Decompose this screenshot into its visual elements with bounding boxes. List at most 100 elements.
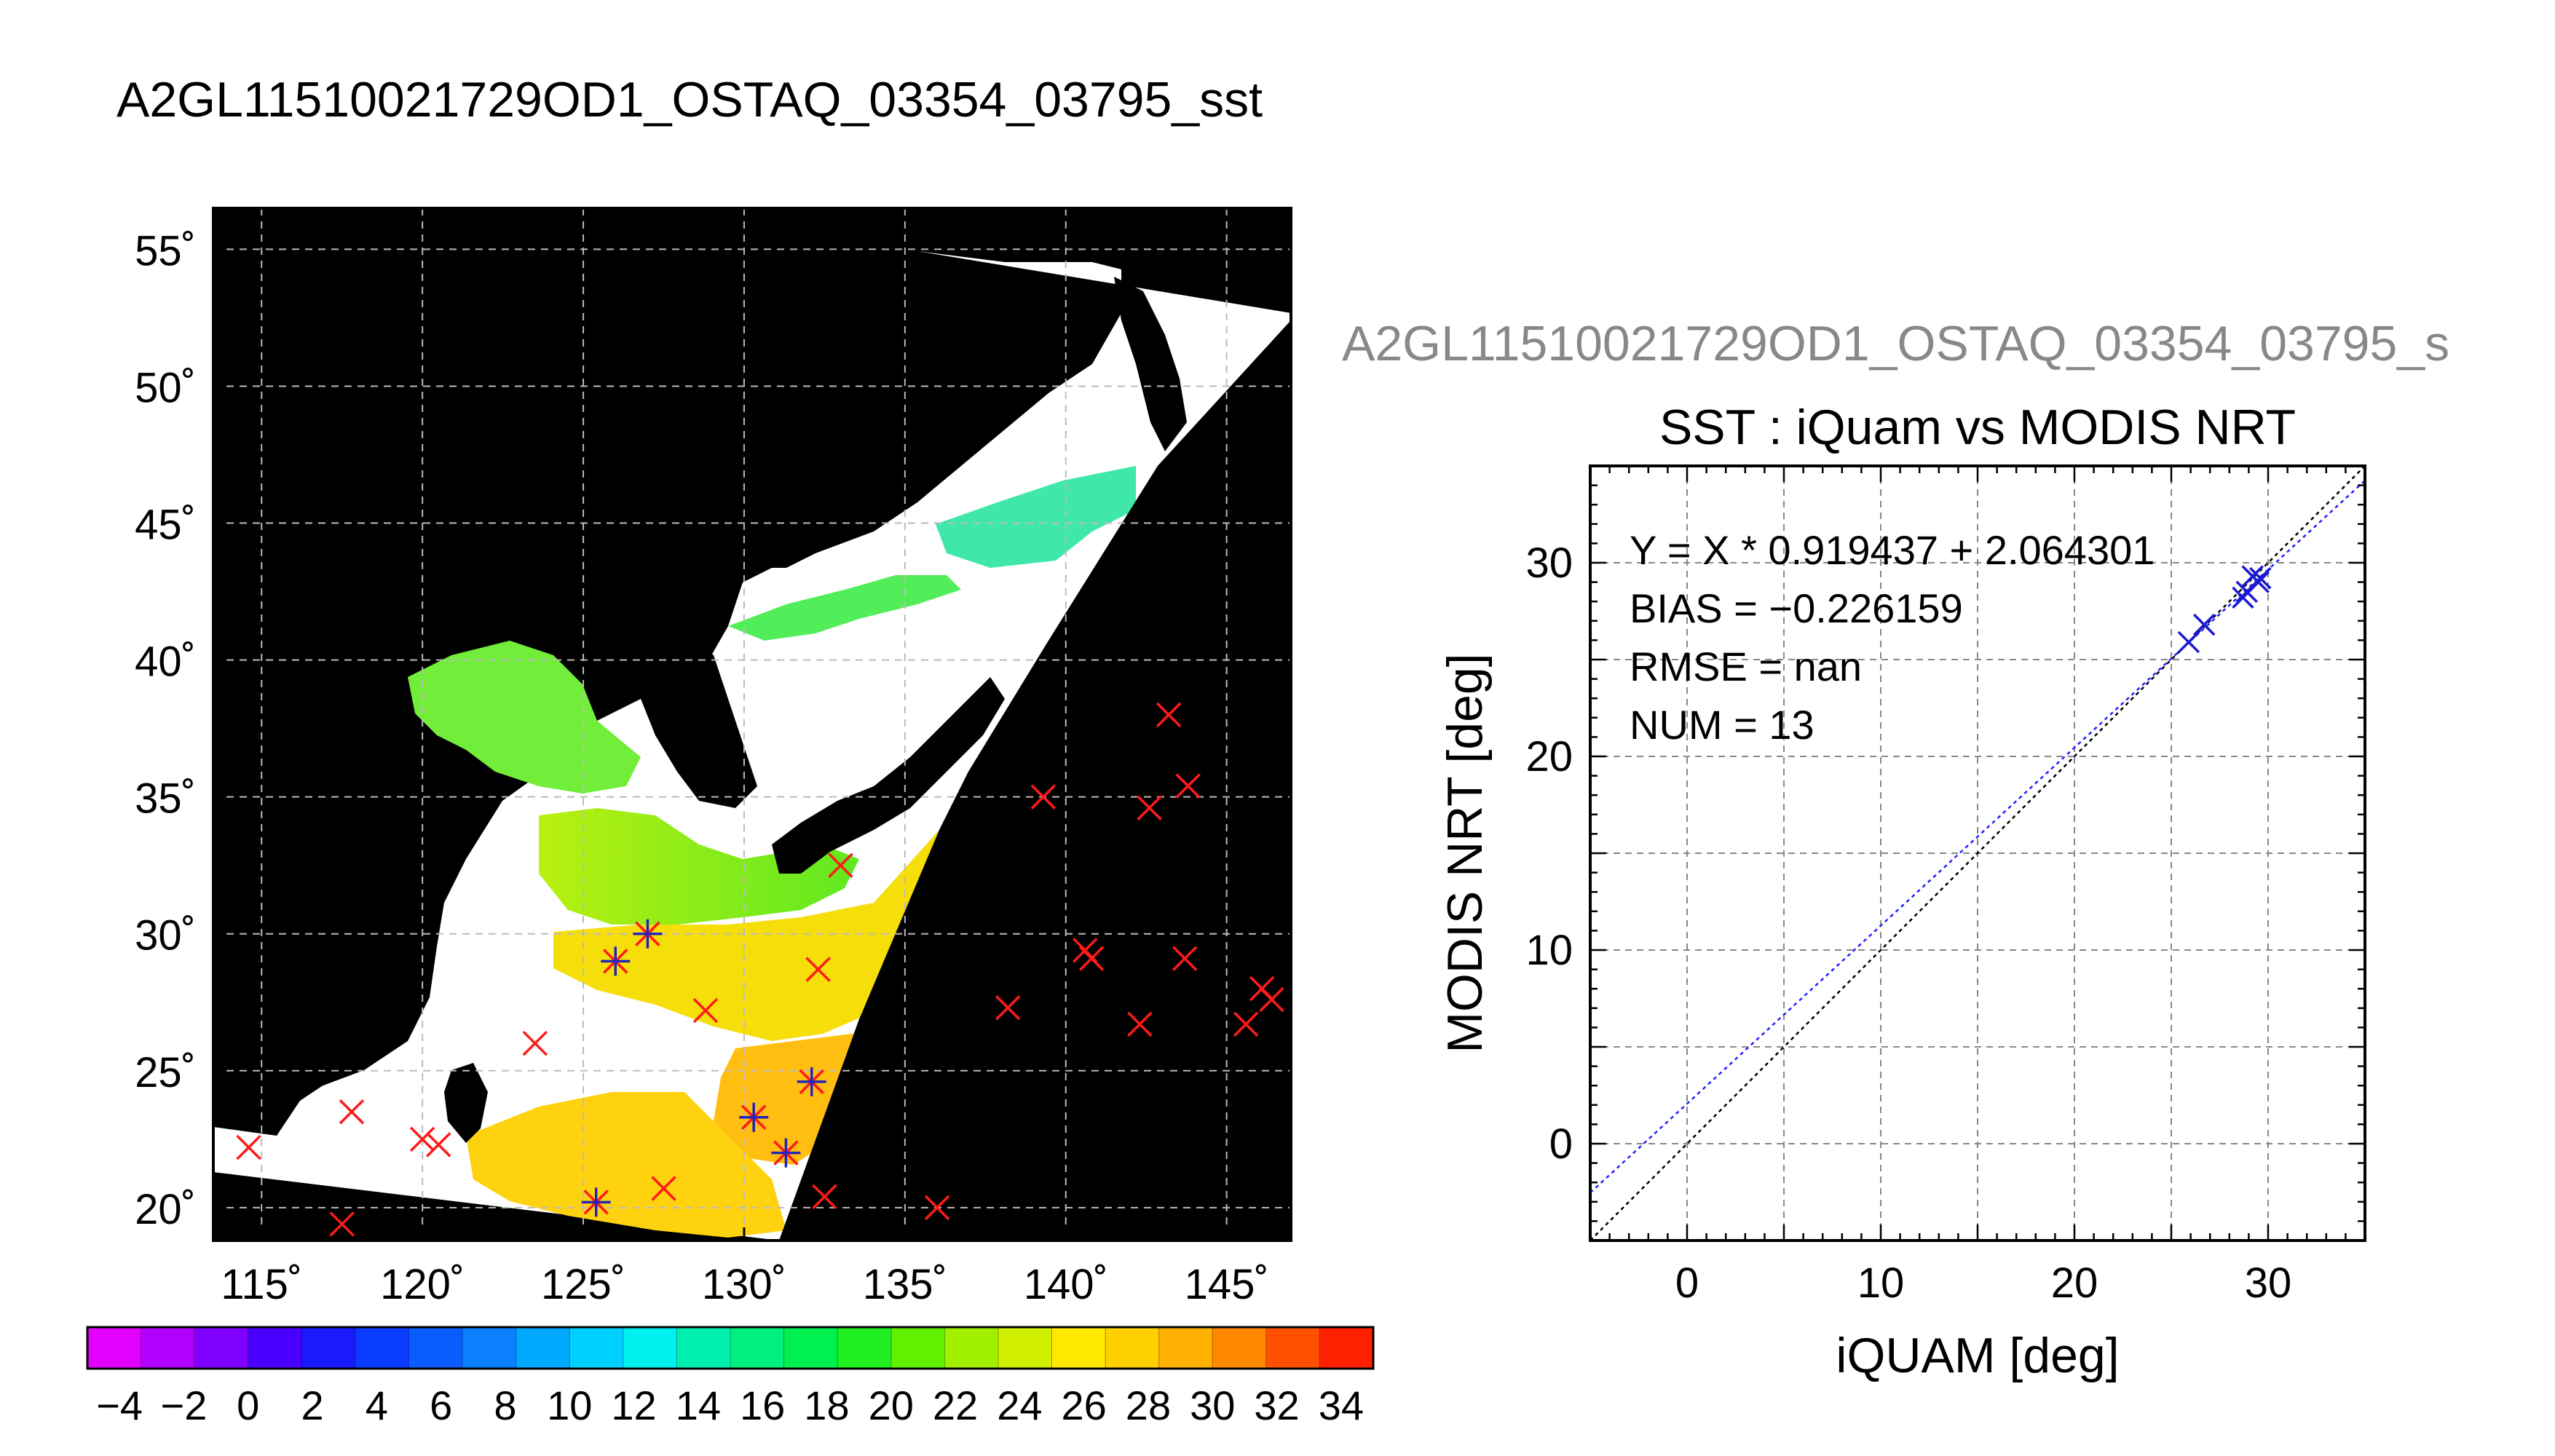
- valid-matchup-marker: [581, 1187, 611, 1217]
- matchup-marker: [1175, 773, 1201, 799]
- colorbar-cell: [1319, 1327, 1374, 1369]
- lat-tick-labels: 55˚ 50˚ 45˚ 40˚ 35˚ 30˚ 25˚ 20˚: [135, 227, 196, 1233]
- colorbar-tick-labels: −4 −2 0 2 4 6 8 10 12 14 16 18 20 22 24 26 28 30 32 34: [96, 1382, 1364, 1428]
- scatter-x-label: iQUAM [deg]: [1836, 1328, 2119, 1383]
- colorbar-cell: [516, 1327, 570, 1369]
- lat-tick-label: 50˚: [135, 364, 196, 411]
- scatter-y-label: MODIS NRT [deg]: [1437, 653, 1493, 1053]
- matchup-marker: [409, 1126, 435, 1152]
- scatter-y-tick-label: 30: [1525, 539, 1573, 587]
- colorbar-tick-label: 16: [740, 1382, 785, 1428]
- matchup-marker: [651, 1176, 676, 1201]
- colorbar-cell: [1051, 1327, 1106, 1369]
- colorbar-cell: [1105, 1327, 1160, 1369]
- colorbar-tick-label: 26: [1062, 1382, 1107, 1428]
- lon-tick-label: 115˚: [221, 1261, 302, 1308]
- land-korea: [633, 633, 757, 808]
- matchup-marker: [1137, 795, 1162, 820]
- lat-tick-label: 25˚: [135, 1049, 196, 1096]
- matchup-marker: [426, 1132, 451, 1158]
- colorbar-cell: [1265, 1327, 1321, 1369]
- scatter-y-tick-label: 20: [1525, 733, 1573, 780]
- lat-tick-label: 35˚: [135, 775, 196, 823]
- lon-tick-label: 130˚: [702, 1261, 786, 1308]
- sst-east-china-north: [539, 808, 859, 925]
- lon-tick-labels: 115˚ 120˚ 125˚ 130˚ 135˚ 140˚ 145˚: [221, 1261, 1268, 1308]
- scatter-x-tick-labels: 0 10 20 30: [1675, 1259, 2291, 1307]
- map-frame: [212, 207, 1292, 1242]
- colorbar-tick-label: 28: [1126, 1382, 1171, 1428]
- land-china-coast: [213, 699, 481, 1121]
- colorbar-tick-label: 34: [1319, 1382, 1364, 1428]
- colorbar-cell: [1212, 1327, 1267, 1369]
- regression-line: [1590, 480, 2366, 1194]
- colorbar-cell: [569, 1327, 624, 1369]
- scatter-points: [2177, 565, 2272, 654]
- scatter-x-tick-label: 30: [2245, 1259, 2292, 1307]
- scatter-grid: [1590, 466, 2365, 1241]
- matchup-marker: [692, 997, 719, 1024]
- lat-tick-label: 20˚: [135, 1186, 196, 1233]
- colorbar-cell: [1158, 1327, 1213, 1369]
- lon-tick-label: 140˚: [1024, 1261, 1108, 1308]
- valid-matchup-marker: [797, 1067, 826, 1096]
- colorbar-cell: [87, 1327, 142, 1369]
- matchup-marker: [805, 957, 831, 982]
- valid-matchup-marker: [601, 946, 631, 976]
- colorbar-cell: [355, 1327, 410, 1369]
- colorbar-tick-label: 18: [804, 1382, 849, 1428]
- colorbar-tick-label: 10: [547, 1382, 592, 1428]
- matchup-marker: [924, 1195, 950, 1221]
- identity-line: [1590, 465, 2366, 1241]
- colorbar-cell: [837, 1327, 892, 1369]
- scatter-plot: 0 10 20 30 0 10 20 30 Y = X * 0.919437 + 2.064…: [1437, 464, 2366, 1383]
- lon-tick-label: 135˚: [863, 1261, 947, 1308]
- colorbar-tick-label: 4: [366, 1382, 388, 1428]
- land-sakhalin: [1114, 277, 1187, 451]
- lon-tick-label: 145˚: [1185, 1261, 1269, 1308]
- colorbar-cell: [676, 1327, 731, 1369]
- matchup-marker: [236, 1134, 261, 1160]
- colorbar-tick-label: 32: [1254, 1382, 1299, 1428]
- colorbar-cell: [998, 1327, 1053, 1369]
- scatter-point: [2177, 630, 2200, 654]
- lat-tick-label: 55˚: [135, 227, 196, 274]
- matchup-marker: [339, 1099, 365, 1125]
- sst-south-china: [466, 1092, 786, 1238]
- valid-matchup-marker: [771, 1138, 801, 1168]
- scatter-file-title: A2GL11510021729OD1_OSTAQ_03354_03795_s: [1342, 316, 2449, 371]
- scatter-x-tick-label: 0: [1675, 1259, 1699, 1307]
- colorbar-cell: [194, 1327, 249, 1369]
- scatter-x-tick-label: 20: [2051, 1259, 2098, 1307]
- matchup-marker: [1078, 946, 1105, 971]
- colorbar-tick-label: 30: [1190, 1382, 1235, 1428]
- matchup-marker: [1259, 986, 1284, 1013]
- matchup-marker: [1233, 1011, 1259, 1037]
- main-title: A2GL11510021729OD1_OSTAQ_03354_03795_sst: [117, 72, 1263, 127]
- colorbar-cell: [408, 1327, 463, 1369]
- scatter-stat-line: RMSE = nan: [1630, 644, 1862, 689]
- colorbar-cell: [783, 1327, 838, 1369]
- matchup-marker: [1156, 702, 1182, 728]
- scatter-y-tick-labels: 0 10 20 30: [1525, 539, 1573, 1168]
- lon-tick-label: 120˚: [380, 1261, 465, 1308]
- scatter-point: [2247, 571, 2270, 593]
- land-japan: [772, 677, 1005, 874]
- colorbar-cell: [730, 1327, 785, 1369]
- matchup-marker: [995, 995, 1021, 1021]
- scatter-lines: [1590, 465, 2366, 1241]
- sst-okhotsk: [936, 466, 1136, 568]
- colorbar-cell: [301, 1327, 356, 1369]
- lon-tick-label: 125˚: [541, 1261, 625, 1308]
- colorbar-cells: [87, 1327, 1374, 1369]
- scatter-y-tick-label: 10: [1525, 927, 1573, 974]
- matchup-marker: [828, 852, 853, 878]
- matchup-marker: [1127, 1011, 1153, 1037]
- colorbar-tick-label: −2: [161, 1382, 208, 1428]
- sst-field: [213, 251, 1291, 1241]
- colorbar-tick-label: 0: [237, 1382, 259, 1428]
- colorbar-tick-label: −4: [96, 1382, 143, 1428]
- map-markers: [236, 702, 1284, 1237]
- valid-matchup-marker: [739, 1102, 769, 1132]
- outside-swath: [779, 320, 1291, 1241]
